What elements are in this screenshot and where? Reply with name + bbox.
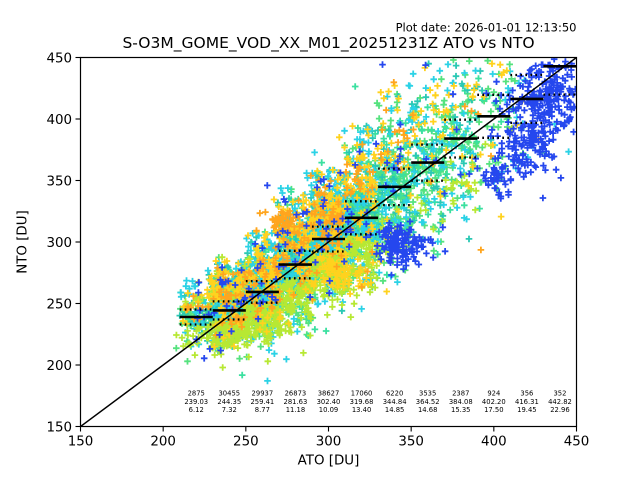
bin-stat-mean: 402.20: [482, 398, 506, 406]
bin-stat-std: 6.12: [189, 406, 204, 414]
bin-statistics-lines-layer: [179, 65, 577, 326]
bin-stat-mean: 344.84: [383, 398, 407, 406]
bin-stat-count: 26873: [285, 390, 307, 398]
bin-stat-count: 6220: [386, 390, 403, 398]
axes-layer: 150 200 250 300 350 400 450 150 200 250 300 350 400 4…: [46, 51, 589, 449]
bin-stat-mean: 384.08: [449, 398, 473, 406]
bin-stat-count: 38627: [318, 390, 340, 398]
y-tick-label: 300: [46, 236, 72, 251]
x-tick-label: 450: [564, 435, 590, 450]
bin-stat-mean: 302.40: [317, 398, 341, 406]
bin-stat-count: 30455: [218, 390, 240, 398]
bin-stat-std: 10.09: [319, 406, 338, 414]
bin-stat-count: 924: [487, 390, 500, 398]
bin-stat-mean: 244.35: [217, 398, 241, 406]
x-tick-label: 200: [150, 435, 176, 450]
bin-stat-count: 352: [553, 390, 566, 398]
bin-stat-std: 7.32: [222, 406, 237, 414]
y-tick-label: 400: [46, 113, 72, 128]
bin-stat-std: 17.50: [484, 406, 503, 414]
bin-stat-std: 14.68: [418, 406, 437, 414]
bin-stat-mean: 364.52: [416, 398, 440, 406]
y-tick-label: 250: [46, 297, 72, 312]
bin-stat-count: 356: [520, 390, 533, 398]
bin-stat-count: 2387: [452, 390, 469, 398]
bin-stat-count: 3535: [419, 390, 436, 398]
bin-stat-std: 22.96: [550, 406, 569, 414]
y-tick-label: 450: [46, 51, 72, 66]
bin-stat-std: 19.45: [517, 406, 536, 414]
plot-date-annotation: Plot date: 2026-01-01 12:13:50: [396, 21, 577, 35]
bin-stat-mean: 416.31: [515, 398, 539, 406]
bin-stat-std: 13.40: [352, 406, 371, 414]
bin-stat-mean: 442.82: [548, 398, 572, 406]
bin-stat-mean: 239.03: [184, 398, 208, 406]
bin-stat-count: 2875: [188, 390, 205, 398]
bin-stat-mean: 281.63: [284, 398, 308, 406]
x-tick-label: 300: [316, 435, 342, 450]
bin-stat-mean: 319.68: [350, 398, 374, 406]
x-tick-label: 350: [398, 435, 424, 450]
y-axis-label: NTO [DU]: [16, 210, 31, 274]
x-tick-label: 150: [68, 435, 94, 450]
bin-stat-count: 29937: [252, 390, 274, 398]
bin-stat-std: 15.35: [451, 406, 470, 414]
y-tick-label: 350: [46, 174, 72, 189]
y-tick-label: 200: [46, 359, 72, 374]
bin-stat-std: 14.85: [385, 406, 404, 414]
y-tick-label: 150: [46, 420, 72, 435]
x-tick-label: 250: [233, 435, 259, 450]
bin-stat-std: 11.18: [286, 406, 305, 414]
bin-stat-count: 17060: [351, 390, 373, 398]
bin-stat-std: 8.77: [255, 406, 270, 414]
plot-title: S-O3M_GOME_VOD_XX_M01_20251231Z ATO vs N…: [122, 34, 534, 53]
one-to-one-reference-line: [80, 57, 577, 427]
x-tick-label: 400: [481, 435, 507, 450]
bin-stat-mean: 259.41: [250, 398, 274, 406]
x-axis-label: ATO [DU]: [298, 454, 360, 469]
